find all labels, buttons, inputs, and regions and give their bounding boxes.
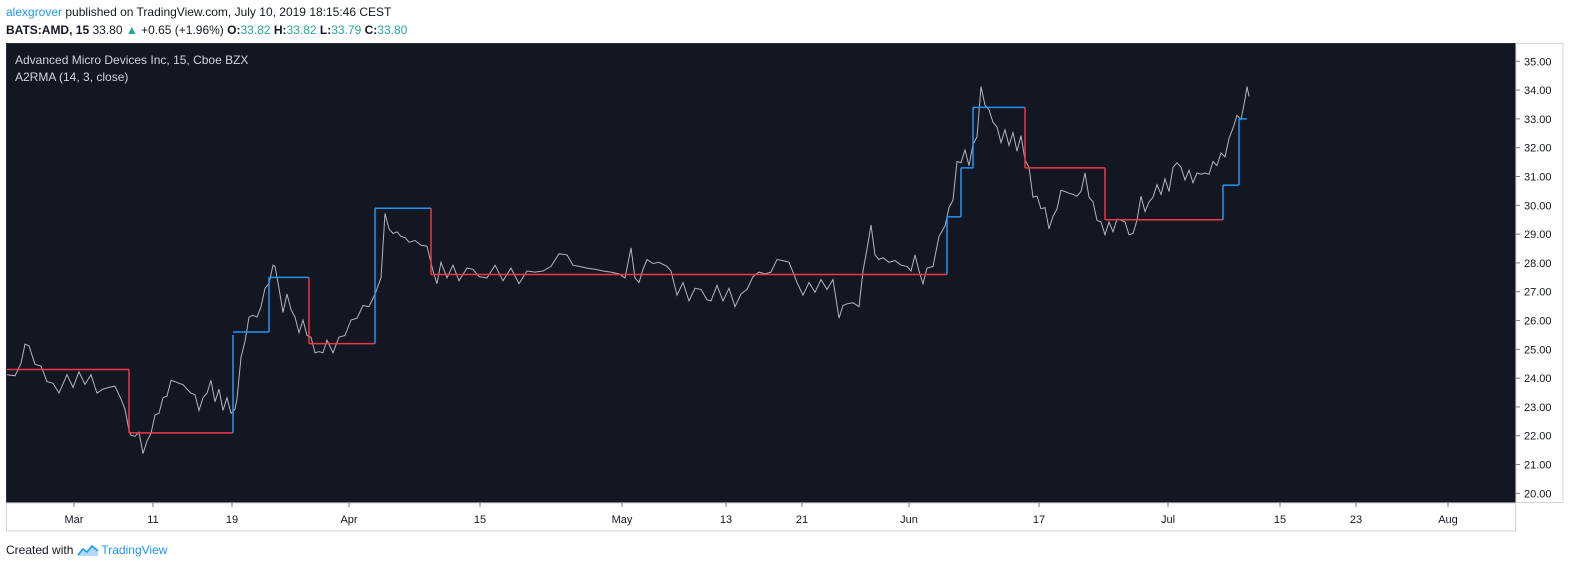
time-axis[interactable] <box>6 502 1516 532</box>
y-tick-label: 25.00 <box>1524 344 1552 356</box>
y-tick-label: 32.00 <box>1524 143 1552 155</box>
high-value: 33.82 <box>286 23 317 37</box>
ticker-line: BATS:AMD, 15 33.80 ▲ +0.65 (+1.96%) O:33… <box>6 22 407 39</box>
author-link[interactable]: alexgrover <box>6 5 63 19</box>
open-label: O: <box>227 23 241 37</box>
y-axis-ticks: 35.00 34.00 33.00 32.00 31.00 30.00 29.00 28.00… <box>1516 56 1552 500</box>
y-tick-label: 21.00 <box>1524 460 1552 472</box>
footer: Created with TradingView <box>6 542 167 559</box>
price-change: +0.65 (+1.96%) <box>141 23 224 37</box>
y-tick-label: 20.00 <box>1524 488 1552 500</box>
x-axis-ticks: Mar 11 19 Apr 15 May 13 21 Jun 17 Jul 15 23 Aug <box>65 503 1458 526</box>
chart-title: Advanced Micro Devices Inc, 15, Cboe BZX <box>15 53 248 67</box>
publish-text: published on TradingView.com, July 10, 2… <box>65 5 392 19</box>
ticker-symbol: BATS:AMD, 15 <box>6 23 90 37</box>
x-tick-label: 21 <box>796 514 808 526</box>
last-price: 33.80 <box>92 23 123 37</box>
x-tick-label: 19 <box>226 514 238 526</box>
x-tick-label: Jun <box>900 514 918 526</box>
x-tick-label: 11 <box>147 514 158 526</box>
x-tick-label: Jul <box>1161 514 1175 526</box>
x-tick-label: 15 <box>474 514 486 526</box>
chart-svg[interactable]: 35.00 34.00 33.00 32.00 31.00 30.00 29.00 28.00… <box>6 43 1564 532</box>
x-tick-label: 23 <box>1350 514 1362 526</box>
close-label: C: <box>364 23 378 37</box>
low-value: 33.79 <box>331 23 362 37</box>
x-tick-label: May <box>612 514 633 526</box>
x-tick-label: 13 <box>720 514 732 526</box>
open-value: 33.82 <box>240 23 271 37</box>
tradingview-logo-icon <box>77 544 99 556</box>
price-axis[interactable] <box>1515 43 1564 503</box>
y-tick-label: 34.00 <box>1524 85 1552 97</box>
tradingview-link[interactable]: TradingView <box>77 542 167 559</box>
x-tick-label: Apr <box>340 514 357 526</box>
x-tick-label: Mar <box>65 514 84 526</box>
indicator-label: A2RMA (14, 3, close) <box>15 70 128 84</box>
publish-info: alexgrover published on TradingView.com,… <box>6 4 391 21</box>
y-tick-label: 27.00 <box>1524 287 1552 299</box>
up-arrow-icon: ▲ <box>125 23 138 37</box>
y-tick-label: 28.00 <box>1524 258 1552 270</box>
y-tick-label: 24.00 <box>1524 373 1552 385</box>
y-tick-label: 31.00 <box>1524 172 1552 184</box>
tradingview-brand-text: TradingView <box>101 543 168 557</box>
a2rma-indicator <box>7 106 1247 434</box>
x-tick-label: 15 <box>1274 514 1286 526</box>
price-series-line <box>6 86 1250 454</box>
y-tick-label: 33.00 <box>1524 114 1552 126</box>
y-tick-label: 22.00 <box>1524 431 1552 443</box>
created-with-text: Created with <box>6 543 74 557</box>
high-label: H: <box>273 23 287 37</box>
y-tick-label: 30.00 <box>1524 200 1552 212</box>
close-value: 33.80 <box>377 23 408 37</box>
y-tick-label: 29.00 <box>1524 229 1552 241</box>
y-tick-label: 23.00 <box>1524 402 1552 414</box>
low-label: L: <box>319 23 332 37</box>
y-tick-label: 26.00 <box>1524 316 1552 328</box>
x-tick-label: 17 <box>1033 514 1045 526</box>
y-tick-label: 35.00 <box>1524 56 1552 68</box>
chart-area[interactable]: 35.00 34.00 33.00 32.00 31.00 30.00 29.00 28.00… <box>6 43 1564 532</box>
x-tick-label: Aug <box>1438 514 1458 526</box>
